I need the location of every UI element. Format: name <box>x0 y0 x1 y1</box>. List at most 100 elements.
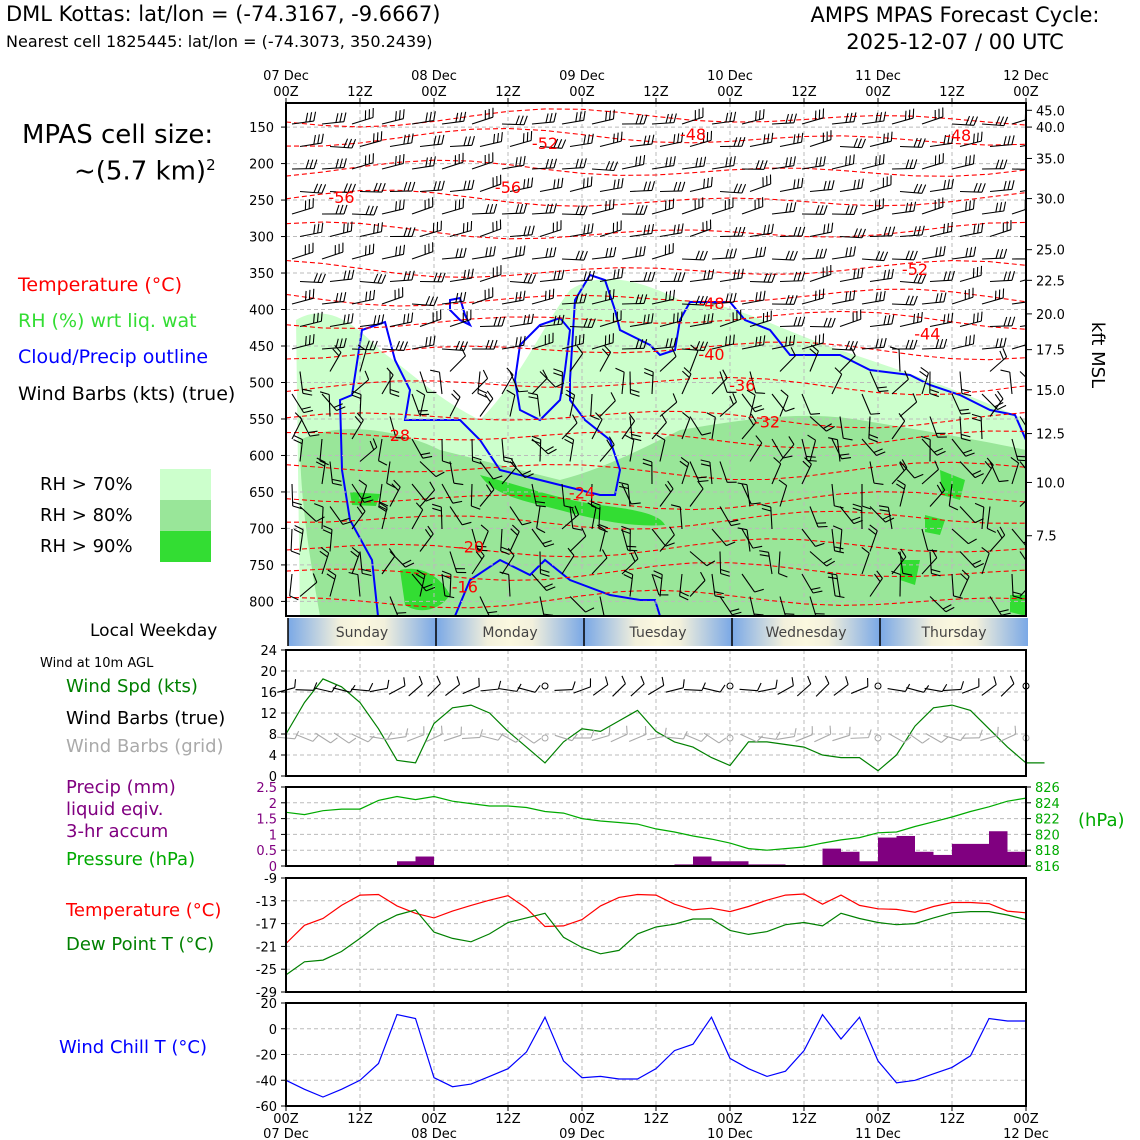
barb-shaft <box>321 121 344 125</box>
barb-flag <box>868 433 879 439</box>
barb-shaft <box>590 393 593 416</box>
barb-flag <box>430 369 440 373</box>
barb-flag <box>587 318 592 328</box>
barb-flag <box>976 266 979 277</box>
legend-rh70-swatch <box>160 469 211 500</box>
barb-flag <box>857 138 862 148</box>
wind-barb <box>989 180 1015 193</box>
wind-barb <box>839 506 863 525</box>
barb-flag <box>571 508 577 518</box>
barb-flag <box>719 684 726 693</box>
wind-barb <box>625 434 635 462</box>
barb-flag <box>807 675 812 685</box>
barb-flag <box>814 290 817 301</box>
barb-flag <box>557 315 561 325</box>
barb-flag <box>725 293 729 303</box>
barb-flag <box>405 728 409 737</box>
barb-shaft <box>651 122 674 125</box>
barb-flag <box>815 542 825 547</box>
barb-flag <box>789 335 792 346</box>
surface-wind-barb <box>683 682 706 691</box>
barb-flag <box>500 546 510 551</box>
legend-wind-barbs: Wind Barbs (kts) (true) <box>18 383 236 405</box>
barb-flag <box>466 311 468 321</box>
barb-flag <box>470 310 472 320</box>
calm-marker-grid <box>541 734 549 742</box>
barb-flag <box>477 547 485 557</box>
barb-flag <box>856 311 858 321</box>
wind-barb <box>479 390 494 417</box>
barb-flag <box>672 289 676 300</box>
barb-flag <box>933 447 944 453</box>
wind-barb <box>807 434 817 462</box>
temperature-contour-label: -56 <box>495 178 521 197</box>
barb-flag <box>357 344 367 351</box>
barb-flag <box>335 158 339 169</box>
wind-barb <box>659 393 678 417</box>
bottom-tick-hour: 00Z <box>865 1112 891 1127</box>
barb-flag <box>921 435 931 441</box>
wind-barb <box>809 506 828 528</box>
grid-wind-barb <box>295 734 320 742</box>
weekday-cell-thursday <box>880 618 1028 646</box>
barb-shaft <box>1011 342 1026 350</box>
barb-flag <box>361 568 372 573</box>
precip-bar <box>1007 851 1026 866</box>
barb-shaft <box>517 687 536 693</box>
barb-flag <box>797 133 800 144</box>
barb-shaft <box>777 685 794 695</box>
barb-flag <box>613 133 615 144</box>
barb-flag <box>759 291 762 301</box>
barb-flag <box>834 550 844 554</box>
barb-flag <box>673 313 675 324</box>
barb-flag <box>977 182 982 193</box>
barb-flag <box>365 205 370 215</box>
wind-barb <box>509 524 520 552</box>
wind-barb <box>921 435 931 462</box>
barb-flag <box>998 480 1009 483</box>
barb-flag <box>471 135 475 146</box>
top-tick-hour: 00Z <box>1013 85 1039 100</box>
wind-barb <box>861 198 885 215</box>
barb-flag <box>972 470 982 476</box>
wind-barb <box>861 251 889 262</box>
temperature-contour-label: -52 <box>902 260 928 279</box>
barb-flag <box>484 289 486 300</box>
barb-flag <box>635 114 640 125</box>
barb-flag <box>631 502 641 505</box>
barb-flag <box>463 269 466 280</box>
barb-flag <box>523 226 527 236</box>
surface-wind-barb <box>887 683 911 693</box>
wind-barb <box>749 310 772 328</box>
wind-barb <box>359 273 387 284</box>
wind-barb <box>861 483 872 510</box>
barb-flag <box>489 204 494 214</box>
barb-shaft <box>999 733 1016 743</box>
barb-flag <box>613 179 616 190</box>
barb-flag <box>639 205 644 215</box>
wind-speed-line <box>285 678 1045 772</box>
wind-barb <box>1019 142 1026 148</box>
barb-flag <box>995 338 999 348</box>
barb-flag <box>496 132 499 143</box>
wind-barb <box>761 504 773 530</box>
barb-shaft <box>419 143 442 148</box>
wind-barb <box>389 479 401 507</box>
barb-flag <box>493 316 498 327</box>
barb-shaft <box>411 206 433 215</box>
grid-wind-barb <box>647 727 667 741</box>
wind-barb <box>981 337 1007 350</box>
barb-shaft <box>591 255 614 260</box>
barb-shaft <box>986 506 991 529</box>
barb-flag <box>809 348 818 356</box>
barb-flag <box>938 198 940 209</box>
barb-flag <box>729 156 732 167</box>
barb-flag <box>489 246 492 257</box>
barb-flag <box>883 251 889 261</box>
wind-panel-frame <box>285 649 1027 777</box>
barb-flag <box>913 159 918 169</box>
barb-flag <box>518 390 529 393</box>
barb-flag <box>916 312 919 323</box>
wind-barb <box>951 438 975 457</box>
barb-shaft <box>801 393 812 415</box>
